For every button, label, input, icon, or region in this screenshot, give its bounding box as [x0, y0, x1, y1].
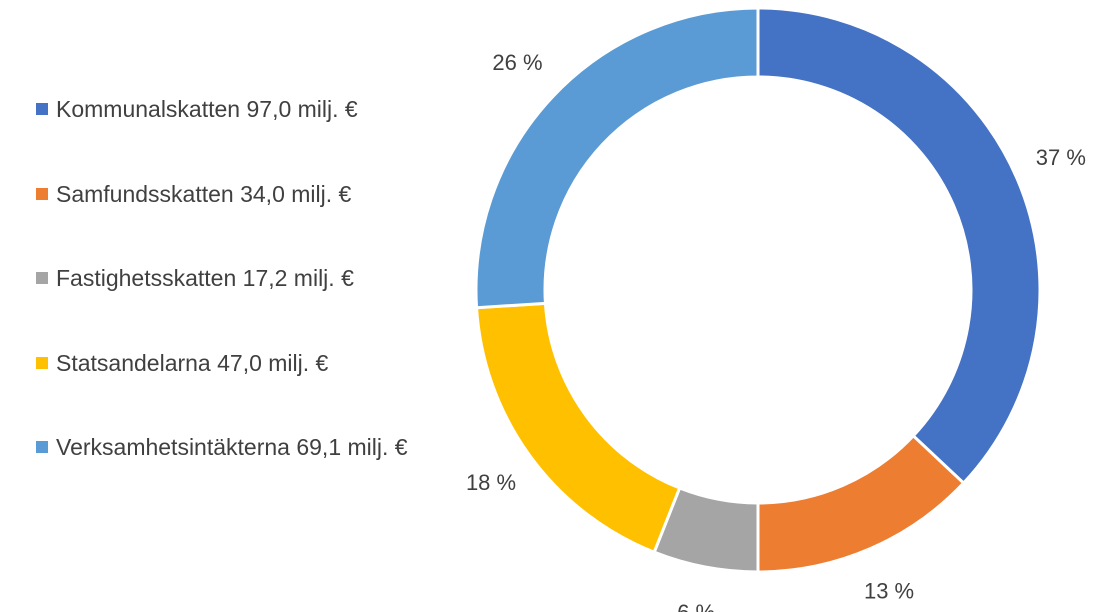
legend-label: Verksamhetsintäkterna 69,1 milj. €	[56, 434, 408, 460]
data-label: 18 %	[466, 470, 516, 495]
legend-label: Statsandelarna 47,0 milj. €	[56, 349, 329, 376]
data-label: 26 %	[492, 50, 542, 75]
donut-segment	[756, 6, 1042, 486]
data-label: 6 %	[677, 600, 715, 612]
legend-item: Kommunalskatten 97,0 milj. €	[36, 92, 436, 126]
legend-swatch	[36, 272, 48, 284]
legend-item: Verksamhetsintäkterna 69,1 milj. €	[36, 430, 436, 464]
legend-item: Statsandelarna 47,0 milj. €	[36, 346, 436, 380]
legend-swatch	[36, 187, 48, 200]
legend-label: Samfundsskatten 34,0 milj. €	[56, 180, 352, 207]
data-label: 37 %	[1036, 145, 1086, 170]
legend-swatch	[36, 103, 48, 115]
legend-item: Fastighetsskatten 17,2 milj. €	[36, 261, 436, 295]
donut-segment	[474, 301, 682, 555]
donut-segment	[756, 433, 966, 574]
legend-swatch	[36, 441, 48, 453]
legend-label: Kommunalskatten 97,0 milj. €	[56, 96, 358, 122]
legend-label: Fastighetsskatten 17,2 milj. €	[56, 265, 354, 291]
donut-segment	[474, 6, 760, 310]
legend-swatch	[36, 356, 48, 369]
data-label: 13 %	[864, 579, 914, 604]
legend-item: Samfundsskatten 34,0 milj. €	[36, 177, 436, 211]
